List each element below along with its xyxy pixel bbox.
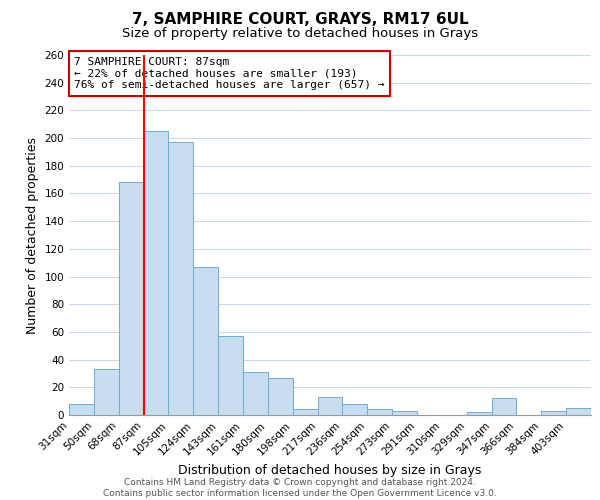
- X-axis label: Distribution of detached houses by size in Grays: Distribution of detached houses by size …: [178, 464, 482, 476]
- Bar: [193, 267, 218, 415]
- Text: Contains HM Land Registry data © Crown copyright and database right 2024.
Contai: Contains HM Land Registry data © Crown c…: [103, 478, 497, 498]
- Bar: [94, 370, 119, 415]
- Bar: [293, 410, 317, 415]
- Bar: [317, 397, 343, 415]
- Bar: [268, 378, 293, 415]
- Bar: [119, 182, 143, 415]
- Bar: [218, 336, 243, 415]
- Bar: [392, 411, 417, 415]
- Text: 7, SAMPHIRE COURT, GRAYS, RM17 6UL: 7, SAMPHIRE COURT, GRAYS, RM17 6UL: [131, 12, 469, 28]
- Y-axis label: Number of detached properties: Number of detached properties: [26, 136, 39, 334]
- Bar: [566, 408, 591, 415]
- Bar: [367, 410, 392, 415]
- Bar: [169, 142, 193, 415]
- Bar: [491, 398, 517, 415]
- Bar: [343, 404, 367, 415]
- Bar: [541, 411, 566, 415]
- Bar: [467, 412, 491, 415]
- Text: Size of property relative to detached houses in Grays: Size of property relative to detached ho…: [122, 28, 478, 40]
- Bar: [69, 404, 94, 415]
- Bar: [143, 131, 169, 415]
- Bar: [243, 372, 268, 415]
- Text: 7 SAMPHIRE COURT: 87sqm
← 22% of detached houses are smaller (193)
76% of semi-d: 7 SAMPHIRE COURT: 87sqm ← 22% of detache…: [74, 57, 385, 90]
